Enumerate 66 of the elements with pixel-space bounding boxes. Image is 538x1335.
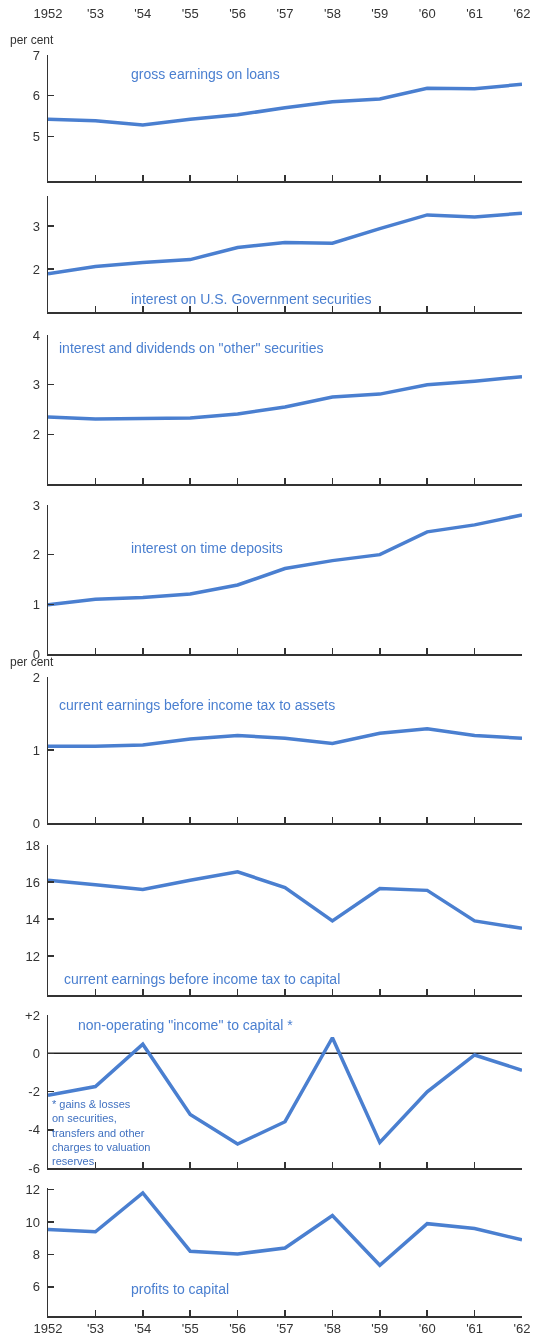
x-tick-label: 1952 [33, 6, 63, 22]
y-tick-label: 2 [32, 261, 40, 277]
y-tick-label: -2 [28, 1084, 40, 1100]
series-label: gross earnings on loans [131, 66, 280, 82]
x-tick-label: '57 [276, 6, 294, 22]
x-tick-label: '53 [86, 6, 104, 22]
x-tick-label: '58 [323, 6, 341, 22]
x-tick-label: '61 [466, 6, 484, 22]
x-tick-label: '61 [466, 1321, 484, 1335]
series-label: profits to capital [131, 1281, 230, 1297]
line-series [48, 211, 522, 276]
x-tick-label: '60 [418, 1321, 436, 1335]
series-label: interest on U.S. Government securities [131, 291, 372, 307]
text: non-operating "income" to capital * [78, 1017, 294, 1033]
x-tick-label: '54 [134, 1321, 152, 1335]
x-tick-label: '60 [418, 6, 436, 22]
y-tick-label: 2 [32, 426, 40, 442]
x-tick-label: '59 [371, 6, 389, 22]
line-series [48, 727, 522, 749]
line-series [48, 1191, 522, 1268]
x-tick-label: '53 [86, 1321, 104, 1335]
y-tick-label: 14 [25, 911, 40, 927]
y-tick-label: 0 [32, 815, 40, 831]
y-tick-label: 18 [25, 837, 40, 853]
y-tick-label: -4 [28, 1122, 40, 1138]
y-tick-label: 7 [32, 47, 40, 63]
y-tick-label: 4 [32, 327, 40, 343]
y-tick-label: 16 [25, 874, 40, 890]
line-series [48, 374, 522, 421]
y-tick-label: 3 [32, 497, 40, 513]
x-tick-label: '55 [181, 1321, 199, 1335]
line-series [48, 513, 522, 607]
y-axis-title: per cent [10, 33, 55, 47]
line-series [48, 82, 522, 127]
x-tick-label: '54 [134, 6, 152, 22]
y-tick-label: 1 [32, 596, 40, 612]
y-tick-label: 2 [32, 547, 40, 563]
x-tick-label: 1952 [33, 1321, 63, 1335]
y-tick-label: 3 [32, 377, 40, 393]
y-tick-label: 10 [25, 1214, 40, 1230]
y-tick-label: 6 [32, 1279, 40, 1295]
y-tick-label: 2 [32, 669, 40, 685]
series-label: interest on time deposits [131, 540, 283, 556]
x-tick-label: '57 [276, 1321, 294, 1335]
y-tick-label: 5 [32, 128, 40, 144]
y-tick-label: 12 [25, 1182, 40, 1198]
text: interest and dividends on "other" securities [59, 340, 324, 356]
x-tick-label: '62 [513, 1321, 531, 1335]
x-tick-label: '58 [323, 1321, 341, 1335]
y-tick-label: 8 [32, 1246, 40, 1262]
x-tick-label: '59 [371, 1321, 389, 1335]
annotation: * gains & losses on securities, transfers and other charges to valuation reserves [52, 1098, 151, 1168]
y-tick-label: 3 [32, 218, 40, 234]
x-tick-label: '56 [229, 6, 247, 22]
x-tick-label: '62 [513, 6, 531, 22]
y-tick-label: 6 [32, 88, 40, 104]
line-series [48, 870, 522, 931]
x-tick-label: '56 [229, 1321, 247, 1335]
text: current earnings before income tax to assets [59, 697, 336, 713]
y-tick-label: 12 [25, 948, 40, 964]
y-tick-label: 0 [32, 1045, 40, 1061]
text: current earnings before income tax to capital [64, 971, 341, 987]
x-tick-label: '55 [181, 6, 199, 22]
y-tick-label: 1 [32, 742, 40, 758]
y-tick-label: -6 [28, 1160, 40, 1176]
y-tick-label: +2 [25, 1007, 40, 1023]
